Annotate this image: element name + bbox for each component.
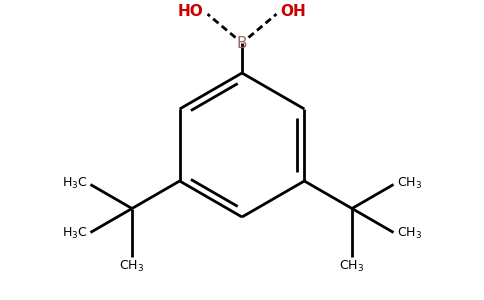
Text: OH: OH xyxy=(280,4,306,19)
Text: $\mathregular{CH_3}$: $\mathregular{CH_3}$ xyxy=(396,176,422,191)
Text: $\mathregular{H_3C}$: $\mathregular{H_3C}$ xyxy=(62,226,88,241)
Text: B: B xyxy=(237,35,247,50)
Text: $\mathregular{CH_3}$: $\mathregular{CH_3}$ xyxy=(396,226,422,241)
Text: $\mathregular{H_3C}$: $\mathregular{H_3C}$ xyxy=(62,176,88,191)
Text: $\mathregular{CH_3}$: $\mathregular{CH_3}$ xyxy=(339,259,364,274)
Text: HO: HO xyxy=(178,4,204,19)
Text: $\mathregular{CH_3}$: $\mathregular{CH_3}$ xyxy=(120,259,145,274)
